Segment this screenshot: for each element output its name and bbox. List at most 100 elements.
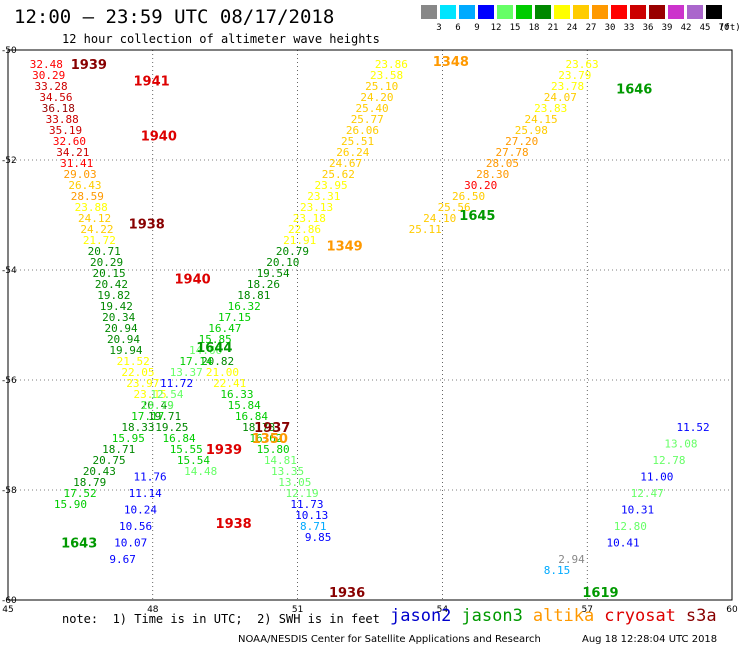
wave-height-label: 24.20 [360, 91, 393, 104]
wave-height-label: 15.55 [170, 443, 203, 456]
wave-height-label: 18.79 [73, 476, 106, 489]
wave-height-label: 17.17 [131, 410, 164, 423]
wave-height-label: 23.58 [370, 69, 403, 82]
lon-tick-label: 60 [726, 605, 738, 615]
lat-tick-label: -58 [2, 486, 17, 496]
wave-height-label: 18.81 [237, 289, 270, 302]
wave-height-label: 12.47 [631, 487, 664, 500]
wave-height-label: 12.78 [652, 454, 685, 467]
wave-height-label: 21.52 [117, 355, 150, 368]
wave-height-label: 14.66 [189, 344, 222, 357]
wave-height-label: 28.30 [476, 168, 509, 181]
legend-label: 42 [680, 23, 692, 33]
legend-unit: (ft) [719, 23, 740, 33]
wave-height-label: 26.43 [68, 179, 101, 192]
wave-height-label: 27.78 [495, 146, 528, 159]
wave-height-label: 34.21 [56, 146, 89, 159]
legend-swatch [630, 5, 646, 19]
legend-label: 18 [528, 23, 540, 33]
legend-swatch [649, 5, 665, 19]
wave-height-label: 28.05 [486, 157, 519, 170]
pass-time-label: 1937 [254, 421, 290, 436]
wave-height-label: 28.59 [71, 190, 104, 203]
wave-height-label: 18.26 [247, 278, 280, 291]
pass-time-label: 1348 [433, 55, 469, 70]
pass-time-label: 1936 [329, 586, 365, 601]
pass-time-label: 1939 [206, 443, 242, 458]
legend-label: 33 [623, 23, 635, 33]
satellite-key-altika: altika [532, 606, 595, 626]
wave-height-label: 31.41 [60, 157, 93, 170]
wave-height-label: 36.18 [42, 102, 75, 115]
wave-height-label: 16.32 [228, 300, 261, 313]
footer-created: Aug 18 12:28:04 UTC 2018 [582, 634, 718, 645]
wave-height-label: 15.80 [257, 443, 290, 456]
legend-label: 36 [642, 23, 654, 33]
legend-swatch [478, 5, 494, 19]
lon-tick-label: 57 [581, 605, 592, 615]
legend-label: 27 [585, 23, 597, 33]
map-border [7, 49, 733, 601]
wave-height-label: 24.12 [78, 212, 111, 225]
legend-swatch [554, 5, 570, 19]
wave-height-label: 33.28 [35, 80, 68, 93]
wave-height-label: 15.54 [177, 454, 210, 467]
wave-height-label: 11.00 [640, 470, 673, 483]
wave-height-label: 17.52 [64, 487, 97, 500]
wave-height-label: 10.31 [621, 503, 654, 516]
wave-height-label: 16.47 [208, 322, 241, 335]
wave-height-label: 18.33 [121, 421, 154, 434]
wave-height-label: 33.88 [46, 113, 79, 126]
legend-swatch [440, 5, 456, 19]
wave-height-label: 23.13 [300, 201, 333, 214]
wave-height-label: 9.67 [109, 553, 136, 566]
wave-height-label: 12.19 [286, 487, 319, 500]
wave-height-label: 19.25 [155, 421, 188, 434]
wave-height-label: 11.76 [133, 470, 166, 483]
wave-height-label: 18.73 [242, 421, 275, 434]
wave-height-label: 20.42 [95, 278, 128, 291]
legend-swatch [459, 5, 475, 19]
wave-height-label: 17.15 [218, 311, 251, 324]
wave-height-label: 14.81 [264, 454, 297, 467]
wave-height-label: 24.67 [329, 157, 362, 170]
legend-swatch [668, 5, 684, 19]
wave-height-label: 13.35 [271, 465, 304, 478]
wave-height-label: 17.14 [179, 355, 212, 368]
pass-time-label: 1940 [175, 272, 211, 287]
legend-swatch [497, 5, 513, 19]
wave-height-label: 27.20 [505, 135, 538, 148]
wave-height-label: 16.33 [220, 388, 253, 401]
wave-height-label: 18.71 [102, 443, 135, 456]
wave-height-label: 20.43 [83, 465, 116, 478]
wave-height-label: 34.56 [39, 91, 72, 104]
wave-height-label: 19.82 [97, 289, 130, 302]
wave-height-label: 23.88 [75, 201, 108, 214]
wave-height-label: 11.73 [290, 498, 323, 511]
wave-height-label: 15.90 [54, 498, 87, 511]
legend-label: 15 [509, 23, 521, 33]
legend-label: 45 [699, 23, 711, 33]
legend-label: 30 [604, 23, 616, 33]
wave-height-label: 26.24 [336, 146, 369, 159]
wave-height-label: 23.31 [307, 190, 340, 203]
lat-tick-label: -60 [2, 596, 17, 606]
wave-height-label: 30.20 [464, 179, 497, 192]
wave-height-label: 23.78 [551, 80, 584, 93]
map-title: 12:00 — 23:59 UTC 08/17/2018 [14, 6, 335, 28]
pass-time-label: 1941 [133, 74, 169, 89]
wave-height-label: 19.42 [100, 300, 133, 313]
wave-height-label: 25.77 [351, 113, 384, 126]
wave-height-label: 20.49 [141, 399, 174, 412]
pass-time-label: 1643 [61, 536, 97, 551]
wave-height-label: 24.10 [423, 212, 456, 225]
pass-time-label: 1939 [71, 58, 107, 73]
pass-time-label: 1644 [196, 341, 232, 356]
lon-tick-label: 45 [2, 605, 13, 615]
wave-height-label: 32.48 [30, 58, 63, 71]
wave-height-label: 26.06 [346, 124, 379, 137]
wave-height-label: 21.91 [283, 234, 316, 247]
wave-height-label: 23.86 [375, 58, 408, 71]
wave-height-label: 23.83 [534, 102, 567, 115]
